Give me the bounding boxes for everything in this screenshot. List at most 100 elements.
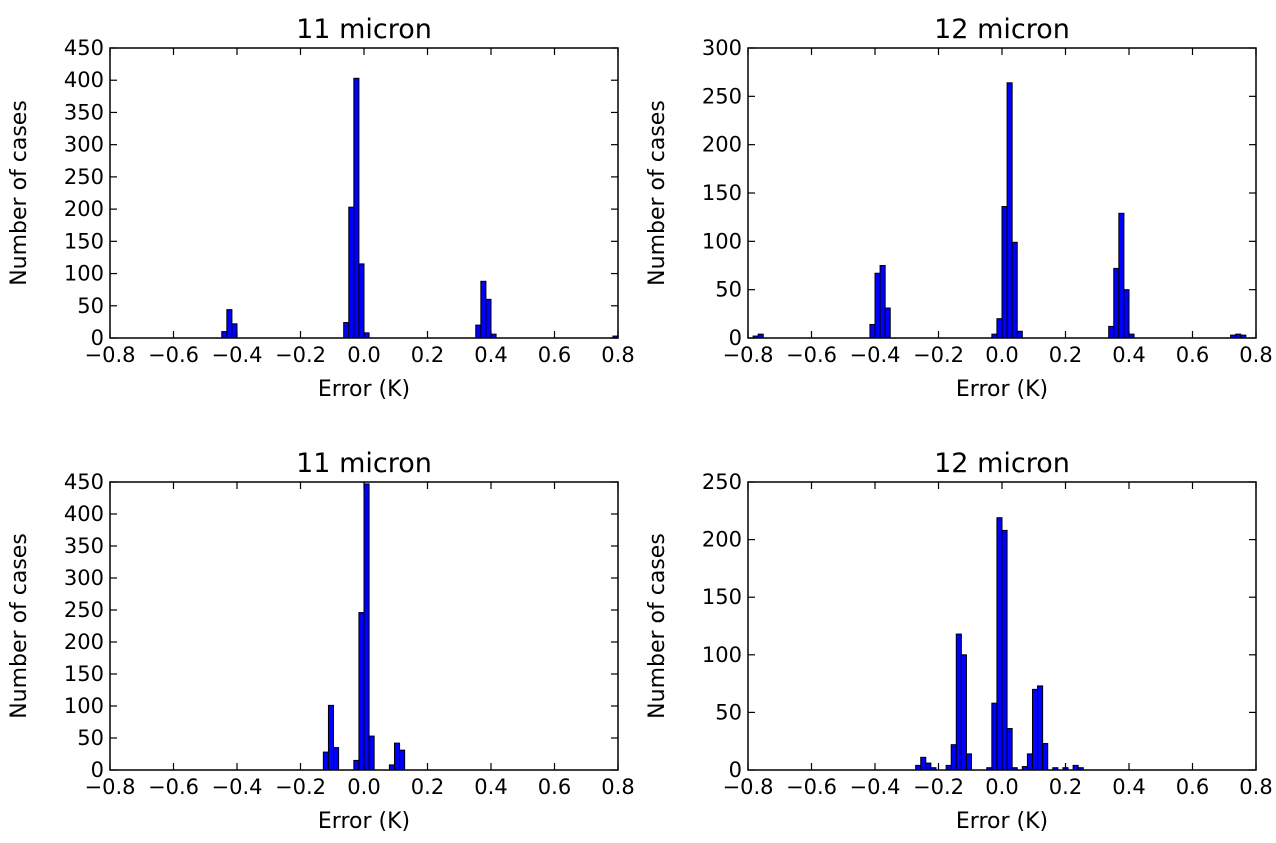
- y-tick-label: 400: [64, 502, 104, 526]
- histogram-bar: [879, 265, 886, 339]
- x-tick-label: 0.4: [1112, 775, 1145, 799]
- x-tick-label: 0.4: [474, 775, 507, 799]
- histogram-bar: [327, 704, 335, 771]
- histogram-bar: [925, 762, 932, 771]
- histogram-bar: [363, 483, 370, 771]
- x-tick-label: −0.6: [148, 775, 199, 799]
- x-tick-label: 0.4: [474, 343, 507, 367]
- x-tick-label: 0.2: [1049, 343, 1082, 367]
- histogram-bar: [221, 331, 228, 339]
- y-tick-label: 150: [702, 181, 742, 205]
- y-tick-label: 250: [702, 84, 742, 108]
- histogram-bar: [884, 307, 891, 339]
- histogram-bar: [1011, 241, 1018, 339]
- x-tick-label: −0.8: [85, 775, 136, 799]
- y-tick-label: 50: [77, 294, 104, 318]
- chart-title: 12 micron: [934, 448, 1070, 479]
- histogram-bar: [343, 322, 350, 339]
- x-tick-label: −0.2: [913, 775, 964, 799]
- y-tick-label: 100: [64, 694, 104, 718]
- x-axis-label: Error (K): [318, 809, 410, 834]
- x-tick-label: −0.2: [913, 343, 964, 367]
- x-tick-label: −0.4: [850, 343, 901, 367]
- x-tick-label: 0.0: [985, 343, 1018, 367]
- y-tick-label: 450: [64, 470, 104, 494]
- x-tick-label: 0.6: [1176, 775, 1209, 799]
- y-tick-label: 200: [702, 133, 742, 157]
- y-tick-label: 350: [64, 534, 104, 558]
- x-tick-label: 0.6: [538, 343, 571, 367]
- y-tick-label: 250: [64, 165, 104, 189]
- histogram-bar: [991, 702, 998, 771]
- histogram-bar: [965, 753, 973, 771]
- y-tick-label: 300: [64, 566, 104, 590]
- y-axis-label: Number of cases: [7, 533, 32, 719]
- y-tick-label: 250: [64, 598, 104, 622]
- histogram-bar: [475, 324, 482, 339]
- x-tick-label: 0.6: [1176, 343, 1209, 367]
- histogram-bar: [996, 318, 1003, 339]
- x-tick-label: −0.8: [85, 343, 136, 367]
- histogram-bar: [869, 323, 876, 339]
- y-tick-label: 150: [64, 662, 104, 686]
- histogram-bar: [485, 298, 492, 339]
- x-axis-label: Error (K): [956, 377, 1048, 402]
- x-tick-label: 0.8: [601, 775, 634, 799]
- x-tick-label: −0.6: [786, 775, 837, 799]
- panel-top-left: −0.8 −0.6 −0.4 −0.2 0.0 0.2 0.4 0.6 0.8 0 50 100 150…: [7, 14, 635, 402]
- x-tick-label: 0.6: [538, 775, 571, 799]
- histogram-bar: [1123, 289, 1130, 339]
- chart-title: 11 micron: [296, 448, 432, 479]
- histogram-bar: [231, 323, 238, 339]
- histogram-bar: [368, 735, 375, 771]
- histogram-bar: [1031, 688, 1039, 771]
- y-tick-label: 0: [729, 758, 742, 782]
- y-tick-label: 200: [64, 197, 104, 221]
- histogram-bar: [874, 272, 881, 339]
- y-tick-label: 50: [715, 278, 742, 302]
- x-tick-label: 0.8: [1239, 775, 1272, 799]
- x-axis-label: Error (K): [318, 377, 410, 402]
- histogram-bar: [1113, 267, 1120, 339]
- histogram-bar: [399, 749, 406, 771]
- y-tick-label: 450: [64, 36, 104, 60]
- y-tick-label: 150: [64, 229, 104, 253]
- y-tick-label: 350: [64, 100, 104, 124]
- panel-bottom-left: −0.8 −0.6 −0.4 −0.2 0.0 0.2 0.4 0.6 0.8 0 50 100 150…: [7, 448, 635, 834]
- histogram-bar: [1001, 529, 1008, 771]
- histogram-bar: [1016, 330, 1023, 339]
- y-tick-label: 300: [702, 36, 742, 60]
- histogram-bar: [1001, 206, 1008, 339]
- chart-title: 12 micron: [934, 14, 1070, 45]
- y-tick-label: 150: [702, 585, 742, 609]
- x-tick-label: 0.4: [1112, 343, 1145, 367]
- histogram-bar: [388, 764, 395, 771]
- histogram-bar: [226, 309, 233, 339]
- histogram-bar: [333, 747, 340, 771]
- x-axis-label: Error (K): [956, 809, 1048, 834]
- histogram-bar: [1006, 728, 1013, 771]
- y-tick-label: 0: [729, 326, 742, 350]
- panel-top-right: −0.8 −0.6 −0.4 −0.2 0.0 0.2 0.4 0.6 0.8 0 50 100 150…: [645, 14, 1273, 402]
- y-axis-label: Number of cases: [645, 100, 670, 286]
- y-tick-label: 200: [702, 528, 742, 552]
- x-tick-label: −0.2: [275, 343, 326, 367]
- histogram-bar: [955, 633, 962, 771]
- histogram-bar: [393, 742, 401, 771]
- histogram-bar: [1037, 685, 1044, 771]
- histogram-bar: [353, 759, 360, 771]
- histogram-bar: [1108, 325, 1115, 339]
- x-tick-label: 0.2: [411, 343, 444, 367]
- x-tick-label: −0.8: [723, 343, 774, 367]
- x-tick-label: 0.8: [601, 343, 634, 367]
- histogram-bar: [996, 517, 1003, 771]
- histogram-bar: [480, 280, 487, 339]
- histogram-bar: [358, 263, 365, 339]
- x-tick-label: −0.6: [786, 343, 837, 367]
- x-tick-label: 0.0: [347, 775, 380, 799]
- y-tick-label: 250: [702, 470, 742, 494]
- histogram-bar: [1026, 753, 1033, 771]
- y-tick-label: 100: [64, 262, 104, 286]
- x-tick-label: −0.2: [275, 775, 326, 799]
